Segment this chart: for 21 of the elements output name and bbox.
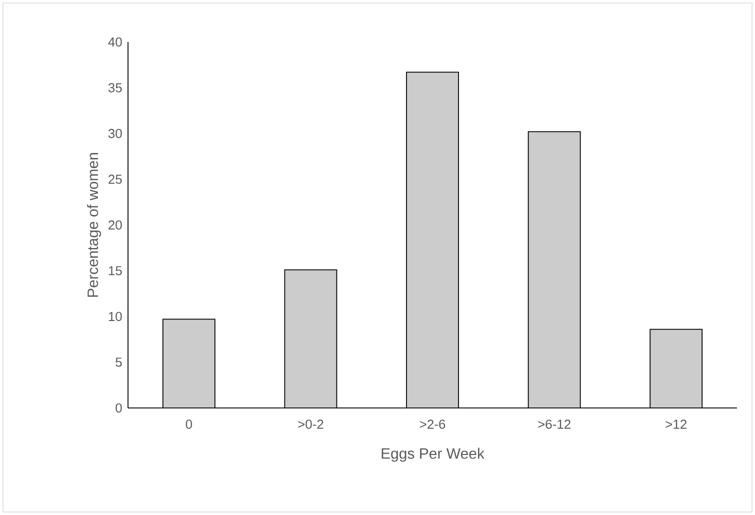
y-tick-label: 15 (108, 266, 122, 276)
x-tick-label: >2-6 (420, 420, 446, 429)
bar (406, 72, 459, 408)
y-tick-label: 20 (108, 220, 122, 230)
x-tick-label: 0 (186, 420, 192, 429)
x-tick-label: >12 (666, 420, 686, 429)
y-tick-label: 25 (108, 174, 122, 184)
bar (528, 132, 580, 408)
bar (650, 328, 703, 408)
bar (162, 319, 215, 408)
x-tick-label: >6-12 (538, 420, 570, 429)
x-axis-title: Eggs Per Week (382, 448, 484, 462)
y-tick-label: 35 (108, 83, 122, 92)
y-tick-label: 40 (108, 37, 122, 47)
y-tick-label: 0 (116, 403, 122, 413)
bar (284, 270, 337, 408)
y-tick-label: 5 (116, 358, 122, 367)
x-tick-label: >0-2 (298, 420, 324, 429)
y-tick-label: 30 (108, 128, 122, 138)
y-tick-label: 10 (108, 312, 122, 322)
y-axis-title: Percentage of women (87, 153, 102, 297)
